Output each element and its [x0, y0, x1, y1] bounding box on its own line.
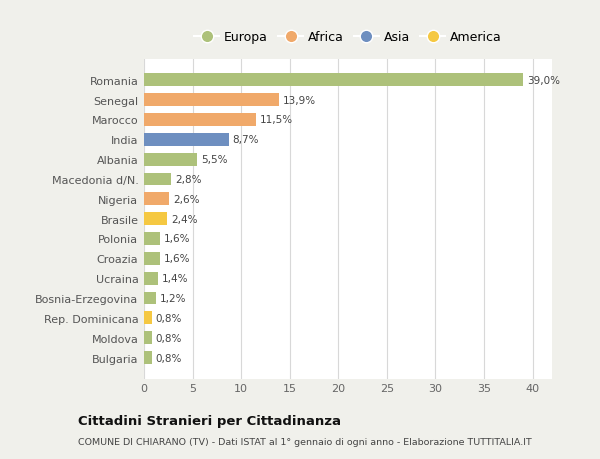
Text: 1,4%: 1,4%	[161, 274, 188, 284]
Bar	[144, 94, 279, 107]
Bar	[144, 331, 152, 344]
Bar	[144, 114, 256, 127]
Text: 1,6%: 1,6%	[163, 254, 190, 264]
Text: 8,7%: 8,7%	[232, 135, 259, 145]
Text: 13,9%: 13,9%	[283, 95, 316, 106]
Text: COMUNE DI CHIARANO (TV) - Dati ISTAT al 1° gennaio di ogni anno - Elaborazione T: COMUNE DI CHIARANO (TV) - Dati ISTAT al …	[78, 437, 532, 446]
Bar	[144, 351, 152, 364]
Bar	[144, 193, 169, 206]
Text: 1,6%: 1,6%	[163, 234, 190, 244]
Text: 0,8%: 0,8%	[155, 313, 182, 323]
Bar	[144, 173, 171, 186]
Bar	[144, 292, 155, 305]
Text: 2,4%: 2,4%	[171, 214, 198, 224]
Text: 11,5%: 11,5%	[260, 115, 293, 125]
Legend: Europa, Africa, Asia, America: Europa, Africa, Asia, America	[194, 31, 502, 44]
Text: 5,5%: 5,5%	[202, 155, 228, 165]
Bar	[144, 233, 160, 246]
Text: 0,8%: 0,8%	[155, 333, 182, 343]
Text: 2,8%: 2,8%	[175, 174, 202, 185]
Text: Cittadini Stranieri per Cittadinanza: Cittadini Stranieri per Cittadinanza	[78, 414, 341, 428]
Text: 2,6%: 2,6%	[173, 195, 200, 204]
Bar	[144, 312, 152, 325]
Bar	[144, 272, 158, 285]
Bar	[144, 213, 167, 226]
Text: 39,0%: 39,0%	[527, 76, 560, 85]
Bar	[144, 153, 197, 166]
Bar	[144, 134, 229, 146]
Bar	[144, 74, 523, 87]
Text: 1,2%: 1,2%	[160, 293, 186, 303]
Text: 0,8%: 0,8%	[155, 353, 182, 363]
Bar	[144, 252, 160, 265]
